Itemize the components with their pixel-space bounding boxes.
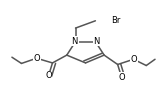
Text: O: O bbox=[33, 54, 40, 63]
Text: O: O bbox=[130, 55, 137, 64]
Text: N: N bbox=[93, 37, 100, 46]
Text: O: O bbox=[45, 71, 52, 80]
Text: Br: Br bbox=[111, 16, 121, 25]
Text: O: O bbox=[118, 73, 125, 82]
Text: N: N bbox=[72, 37, 78, 46]
